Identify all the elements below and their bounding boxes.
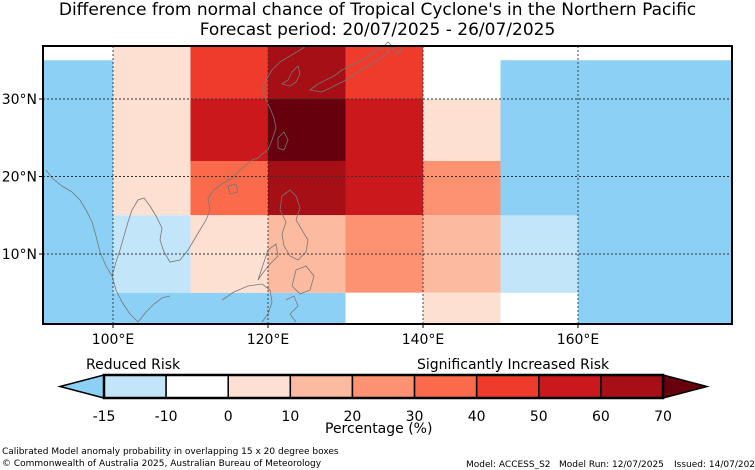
risk-cell [190,161,268,216]
colorbar-segment [600,374,664,399]
footer-description: Calibrated Model anomaly probability in … [2,447,339,457]
coastlines [45,41,403,323]
risk-cell [423,99,501,161]
colorbar-segment [413,374,478,399]
risk-cell [113,46,191,99]
colorbar-tick-label: 40 [468,409,486,425]
colorbar-high-arrow [662,374,710,399]
risk-cell [268,161,346,216]
reduced-risk-label: Reduced Risk [86,357,181,373]
risk-cell [43,60,113,324]
colorbar-segment [103,374,167,399]
risk-cell [345,99,423,216]
map-title: Difference from normal chance of Tropica… [58,0,697,20]
risk-cell [345,292,423,324]
colorbar-segment [351,374,416,399]
x-tick-label: 160°E [557,332,600,348]
risk-cell [190,99,268,161]
forecast-period: Forecast period: 20/07/2025 - 26/07/2025 [199,20,556,40]
colorbar-tick-label: -10 [155,409,178,425]
colorbar-tick-label: 20 [344,409,362,425]
colorbar-tick-label: 30 [406,409,424,425]
colorbar-segment [289,374,354,399]
risk-cell [113,99,191,216]
colorbar-tick-label: 70 [654,409,672,425]
risk-cell [423,292,501,324]
colorbar-low-arrow [57,374,105,399]
x-tick-label: 140°E [402,332,445,348]
y-tick-label: 10°N [2,247,37,263]
colorbar-segment [227,374,292,399]
x-tick-label: 100°E [92,332,135,348]
colorbar-segment [165,374,229,399]
colorbar-segment [538,374,602,399]
risk-cell [500,292,578,324]
x-tick-label: 120°E [247,332,290,348]
y-tick-label: 30°N [2,92,37,108]
risk-cell [423,161,501,216]
risk-cell [113,292,346,324]
footer-issued: Issued: 14/07/2025 [674,460,755,470]
risk-cell [423,46,501,99]
risk-cell [268,46,346,99]
lat-lon-grid [43,46,732,324]
colorbar-tick-label: 60 [592,409,610,425]
risk-cell [190,46,268,99]
colorbar-tick-label: -15 [93,409,116,425]
risk-cell [268,99,346,161]
colorbar-tick-label: 0 [224,409,233,425]
map-frame [42,45,733,325]
footer-model-run: Model Run: 12/07/2025 [559,460,664,470]
colorbar-tick-label: 10 [281,409,299,425]
map-axes: 100°E 120°E 140°E 160°E 30°N 20°N 10°N [2,92,600,348]
colorbar: -15 -10 0 10 20 30 40 50 60 70 [57,373,710,425]
y-tick-label: 20°N [2,170,37,186]
increased-risk-label: Significantly Increased Risk [417,357,610,373]
colorbar-segment [475,374,540,399]
risk-cells [43,46,732,324]
colorbar-title: Percentage (%) [325,421,433,437]
colorbar-border [102,373,665,400]
footer-model: Model: ACCESS_S2 [466,460,551,470]
footer-copyright: © Commonwealth of Australia 2025, Austra… [2,459,322,469]
colorbar-tick-label: 50 [530,409,548,425]
